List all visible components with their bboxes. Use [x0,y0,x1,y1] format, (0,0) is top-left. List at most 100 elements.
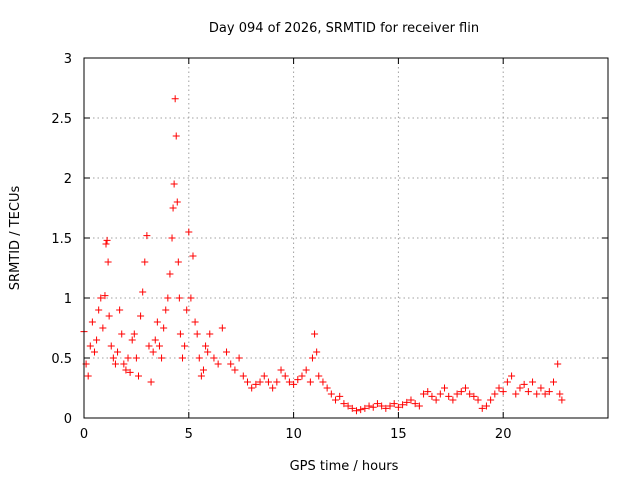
data-point [169,204,177,212]
data-point [214,360,222,368]
data-point [170,180,178,188]
data-point [168,234,176,242]
data-point [453,390,461,398]
data-point [537,384,545,392]
data-point [145,342,153,350]
data-point [499,388,507,396]
data-point [390,400,398,408]
data-point [88,318,96,326]
data-point [132,354,140,362]
y-axis-label: SRMTID / TECUs [8,186,23,291]
data-point [332,396,340,404]
data-point [162,306,170,314]
data-point [243,378,251,386]
data-point [231,366,239,374]
data-point [365,402,373,410]
data-point [399,401,407,409]
data-point [407,396,415,404]
data-point [105,312,113,320]
x-tick-label: 20 [495,427,512,442]
data-point [386,402,394,410]
data-point [185,228,193,236]
data-point [139,288,147,296]
y-tick-label: 3 [64,52,72,67]
data-point [524,388,532,396]
data-point [195,354,203,362]
data-point [141,258,149,266]
data-point [202,342,210,350]
data-point [158,354,166,362]
data-point [545,388,553,396]
data-point [474,396,482,404]
data-point [382,404,390,412]
data-point [457,388,465,396]
data-point [556,390,564,398]
x-axis-label: GPS time / hours [290,459,399,474]
data-point [285,378,293,386]
data-point [378,402,386,410]
data-point [466,390,474,398]
data-point [197,372,205,380]
data-point [541,390,549,398]
data-point [311,330,319,338]
data-point [137,312,145,320]
data-point [172,132,180,140]
data-point [204,348,212,356]
data-point [281,372,289,380]
data-point [252,380,260,388]
data-point [97,294,105,302]
data-point [173,198,181,206]
data-point [313,348,321,356]
data-point [151,336,159,344]
data-point [264,378,272,386]
data-point [189,252,197,260]
data-point [149,348,157,356]
grid [84,58,608,418]
data-point [191,318,199,326]
data-point [122,366,130,374]
data-point [114,348,122,356]
data-point [340,400,348,408]
data-point [441,384,449,392]
data-point [206,330,214,338]
data-point [176,330,184,338]
data-point [394,403,402,411]
data-point [153,318,161,326]
data-point [373,400,381,408]
data-point [550,378,558,386]
x-tick-label: 0 [80,427,88,442]
data-point [503,378,511,386]
data-point [319,378,327,386]
data-point [174,258,182,266]
data-point [290,380,298,388]
data-point [99,324,107,332]
data-point [445,392,453,400]
data-point [183,306,191,314]
data-point [218,324,226,332]
data-point [277,366,285,374]
data-point [415,402,423,410]
data-point [495,384,503,392]
data-point [248,384,256,392]
data-point [109,354,117,362]
data-point [260,372,268,380]
data-point [111,360,119,368]
data-point [558,396,566,404]
data-point [533,390,541,398]
data-point [104,258,112,266]
data-point [107,342,115,350]
y-tick-label: 2 [64,172,72,187]
data-point [171,95,179,103]
data-point [235,354,243,362]
data-point [361,404,369,412]
data-point [520,380,528,388]
data-point [128,336,136,344]
data-point [344,402,352,410]
data-point [302,366,310,374]
data-point [273,378,281,386]
axis-ticks: 0 5 10 15 20 0 0.5 1 1.5 2 2.5 3 [51,52,608,442]
data-point [199,366,207,374]
data-point [101,292,109,300]
data-point [120,360,128,368]
data-point [239,372,247,380]
